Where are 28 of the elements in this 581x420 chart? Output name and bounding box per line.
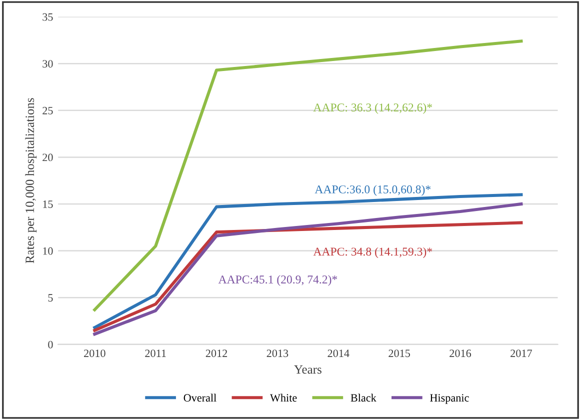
y-tick-label: 15 (43, 200, 53, 208)
x-tick-label: 2017 (510, 350, 532, 358)
annotation: AAPC:36.0 (15.0,60.8)* (314, 185, 431, 196)
y-tick-label: 10 (43, 247, 53, 255)
legend-label: Black (350, 394, 376, 402)
x-tick-label: 2012 (206, 350, 228, 358)
x-tick-label: 2015 (388, 350, 410, 358)
y-tick-label: 0 (48, 340, 53, 348)
x-tick-label: 2010 (84, 350, 106, 358)
legend-label: White (270, 394, 297, 402)
annotation: AAPC:45.1 (20.9, 74.2)* (218, 275, 338, 286)
line-series (93, 221, 523, 332)
y-tick-label: 20 (42, 154, 53, 162)
x-tick-label: 2014 (328, 350, 350, 358)
y-tick-label: 25 (42, 106, 53, 114)
x-tick-label: 2011 (145, 350, 166, 358)
legend-label: Overall (184, 394, 216, 402)
y-tick-label: 35 (42, 13, 53, 21)
x-tick-label: 2013 (266, 350, 288, 358)
x-tick-label: 2016 (450, 350, 472, 358)
annotation: AAPC: 36.3 (14.2,62.6)* (313, 103, 432, 114)
y-axis-title: Rates per 10,000 hospitalizations (25, 98, 37, 264)
annotation: AAPC: 34.8 (14.1,59.3)* (313, 247, 432, 258)
x-axis-title: Years (294, 365, 322, 374)
y-tick-label: 5 (48, 294, 53, 302)
line-series (93, 40, 523, 312)
legend-label: Hispanic (430, 394, 469, 404)
y-tick-label: 30 (42, 60, 53, 68)
